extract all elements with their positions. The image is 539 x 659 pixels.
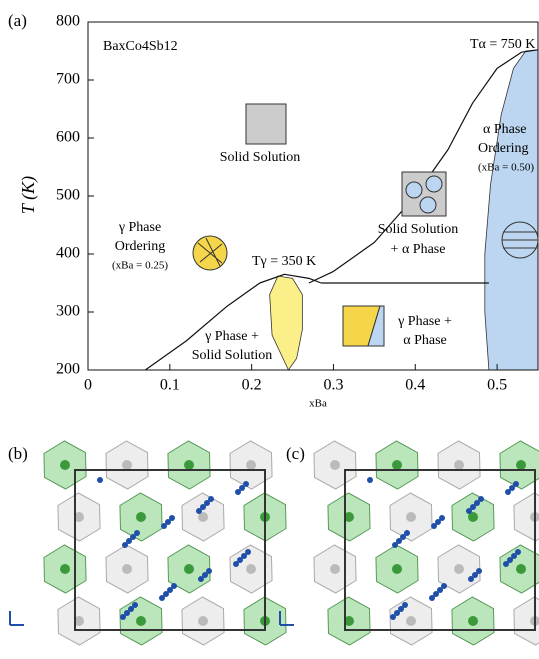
plot-frame xyxy=(88,22,538,370)
icon xyxy=(426,176,442,192)
y-tick-label: 800 xyxy=(56,13,80,30)
annotations: BaxCo4Sb12 Tα = 750 K Tγ = 350 K Solid S… xyxy=(103,37,535,363)
atom xyxy=(60,460,70,470)
y-tick-label: 300 xyxy=(56,303,80,320)
atom xyxy=(330,564,340,574)
atom xyxy=(184,460,194,470)
atom xyxy=(120,614,126,620)
atom xyxy=(429,595,435,601)
atom xyxy=(468,576,474,582)
atom xyxy=(431,523,437,529)
crystal-structures xyxy=(10,441,539,645)
atom xyxy=(367,477,373,483)
atom xyxy=(392,564,402,574)
atom xyxy=(505,489,511,495)
annotation: Tγ = 350 K xyxy=(252,254,316,269)
annotation: γ Phase + xyxy=(204,329,259,344)
atom xyxy=(60,564,70,574)
annotation: Ordering xyxy=(478,141,529,156)
annotation: Ordering xyxy=(115,239,166,254)
atom xyxy=(161,523,167,529)
atom xyxy=(330,460,340,470)
y-axis-label: T (K) xyxy=(18,176,39,214)
atom xyxy=(246,460,256,470)
annotation: (xBa = 0.50) xyxy=(478,162,534,174)
y-tick-label: 600 xyxy=(56,129,80,146)
x-axis-label: xBa xyxy=(309,398,327,410)
atom xyxy=(122,564,132,574)
icon xyxy=(246,104,286,144)
atom xyxy=(392,460,402,470)
atom xyxy=(406,616,416,626)
atom xyxy=(122,460,132,470)
x-tick-label: 0.3 xyxy=(323,377,343,394)
atom xyxy=(136,616,146,626)
icon xyxy=(420,197,436,213)
annotation: γ Phase + xyxy=(397,314,452,329)
x-tick-label: 0 xyxy=(84,377,92,394)
y-tick-label: 200 xyxy=(56,361,80,378)
figure: (a) T (K) xBa 0 0.1 0.2 0.3 0.4 0.5 200 300 400 5… xyxy=(0,0,539,659)
panel-label: (b) xyxy=(8,444,28,463)
annotation: Solid Solution xyxy=(192,348,273,363)
atom xyxy=(468,616,478,626)
x-tick-label: 0.1 xyxy=(160,377,180,394)
atom xyxy=(198,616,208,626)
atom xyxy=(198,576,204,582)
x-tick-label: 0.5 xyxy=(487,377,507,394)
atom xyxy=(122,542,128,548)
atom xyxy=(97,477,103,483)
annotation: Solid Solution xyxy=(220,150,301,165)
y-tick-label: 500 xyxy=(56,187,80,204)
phase-region xyxy=(485,50,538,370)
annotation: (xBa = 0.25) xyxy=(112,260,168,272)
atom xyxy=(233,561,239,567)
annotation: Solid Solution xyxy=(378,222,459,237)
atom xyxy=(503,561,509,567)
phase-region xyxy=(270,276,303,370)
y-tick-label: 700 xyxy=(56,71,80,88)
atom xyxy=(235,489,241,495)
annotation: α Phase xyxy=(403,333,447,348)
atom xyxy=(392,542,398,548)
atom xyxy=(466,508,472,514)
x-tick-label: 0.4 xyxy=(405,377,425,394)
atom xyxy=(454,460,464,470)
panel-label: (c) xyxy=(286,444,305,463)
atom xyxy=(406,512,416,522)
panel-label: (a) xyxy=(8,11,27,30)
annotation: γ Phase xyxy=(118,220,161,235)
atom xyxy=(454,564,464,574)
atom xyxy=(184,564,194,574)
annotation: Tα = 750 K xyxy=(470,37,535,52)
annotation: BaxCo4Sb12 xyxy=(103,39,178,54)
atom xyxy=(196,508,202,514)
atom xyxy=(516,460,526,470)
atom xyxy=(246,564,256,574)
plot: 0 0.1 0.2 0.3 0.4 0.5 200 300 400 500 600 700 800 xyxy=(56,13,538,394)
atom xyxy=(159,595,165,601)
atom xyxy=(136,512,146,522)
annotation: + α Phase xyxy=(391,242,446,257)
atom xyxy=(516,564,526,574)
x-tick-label: 0.2 xyxy=(242,377,262,394)
y-tick-label: 400 xyxy=(56,245,80,262)
axis-triad xyxy=(10,611,24,625)
atom xyxy=(390,614,396,620)
icon xyxy=(406,182,422,198)
annotation: α Phase xyxy=(483,122,527,137)
